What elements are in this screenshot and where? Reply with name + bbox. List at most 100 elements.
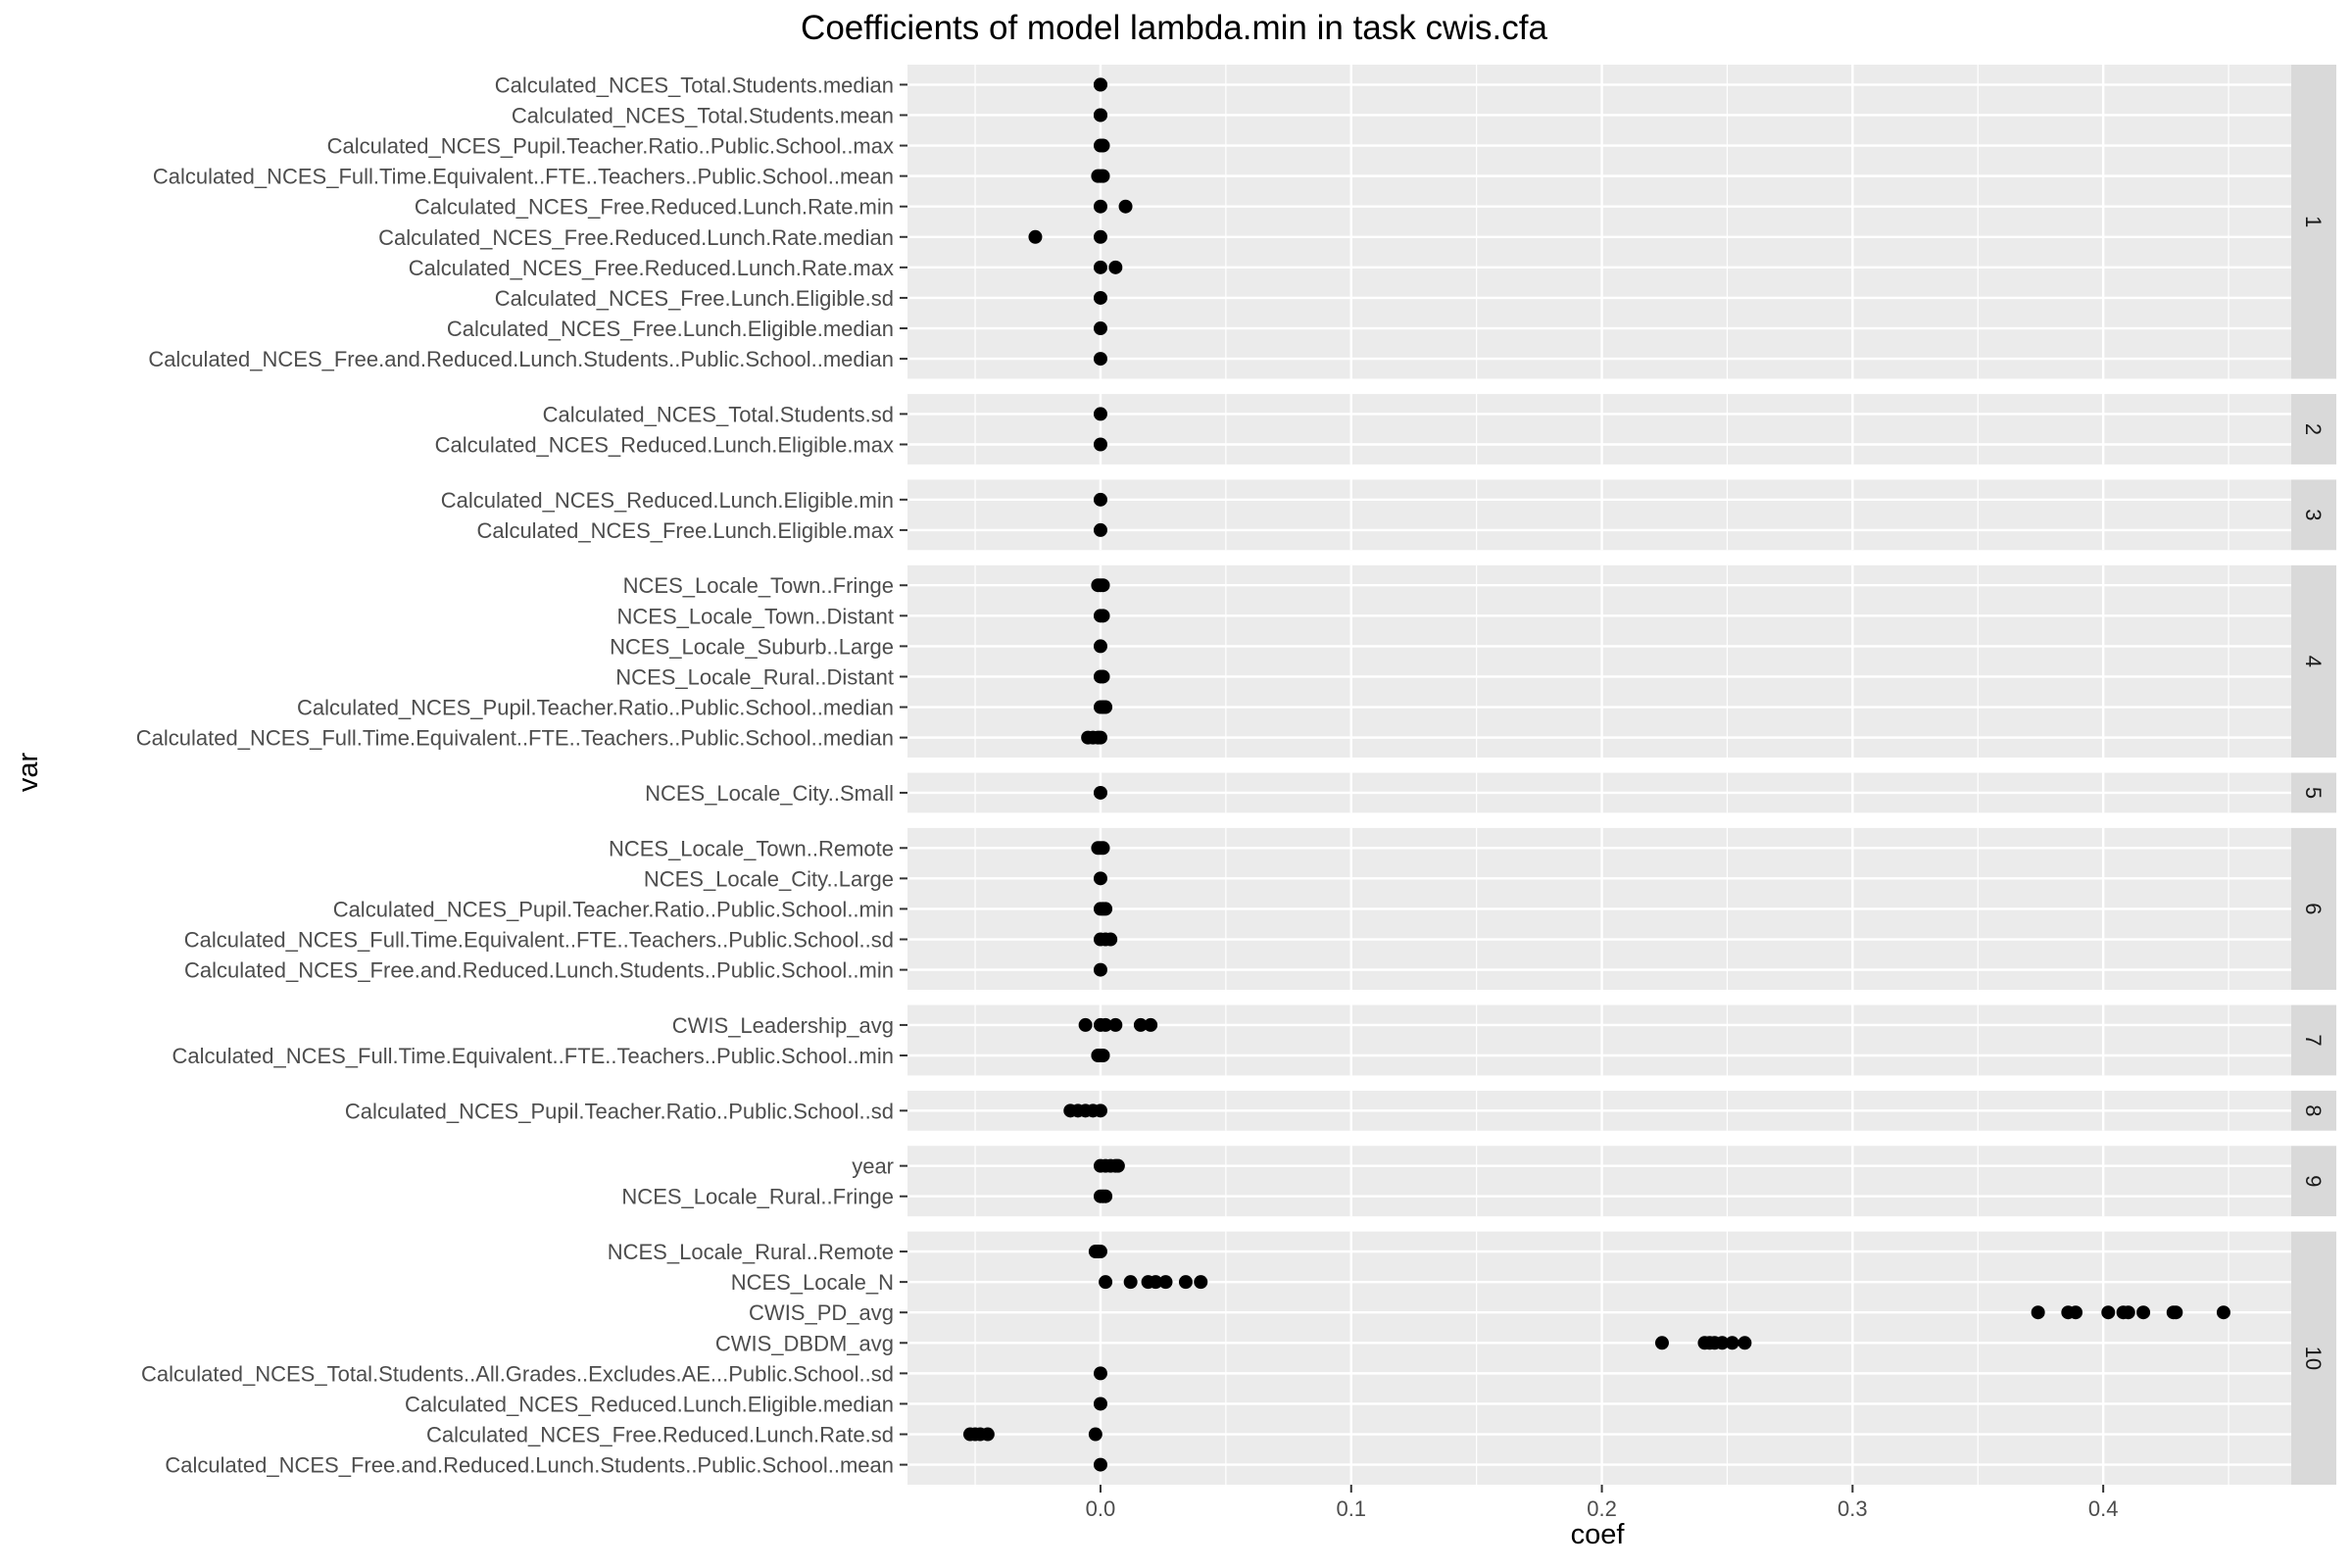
y-tick-label: Calculated_NCES_Free.Reduced.Lunch.Rate.… (426, 1423, 894, 1447)
x-axis-title: coef (1571, 1519, 1626, 1550)
facet-strip (2291, 479, 2336, 551)
y-tick-label: Calculated_NCES_Full.Time.Equivalent..FT… (136, 726, 894, 751)
data-point (1093, 522, 1107, 537)
data-point (1093, 785, 1107, 800)
data-point (1096, 1048, 1110, 1062)
data-point (1158, 1275, 1173, 1290)
facet-strip-label: 1 (2301, 216, 2326, 227)
data-point (1093, 962, 1107, 977)
data-point (980, 1427, 995, 1442)
data-point (1123, 1275, 1138, 1290)
data-point (1110, 1158, 1125, 1173)
facet-strip (2291, 1146, 2336, 1217)
facet-strip (2291, 394, 2336, 465)
data-point (1099, 902, 1113, 916)
facet-panel-6: NCES_Locale_Town..Remote NCES_Locale_City… (184, 827, 2336, 990)
facet-strip-label: 6 (2301, 903, 2326, 914)
y-tick-label: Calculated_NCES_Free.Reduced.Lunch.Rate.… (409, 256, 894, 280)
data-point (1093, 290, 1107, 305)
y-tick-label: Calculated_NCES_Full.Time.Equivalent..FT… (172, 1044, 895, 1068)
facet-panel-1: Calculated_NCES_Total.Students.median Cal… (148, 65, 2336, 379)
x-tick-label: 0.4 (2088, 1496, 2119, 1521)
y-tick-label: Calculated_NCES_Pupil.Teacher.Ratio..Pub… (297, 696, 894, 720)
panel-background (907, 1231, 2291, 1485)
y-tick-label: year (852, 1154, 894, 1179)
facet-strip-label: 3 (2301, 509, 2326, 520)
y-tick-label: NCES_Locale_City..Large (644, 866, 894, 891)
facet-strip (2291, 1090, 2336, 1131)
facet-strip (2291, 1231, 2336, 1485)
data-point (2031, 1305, 2045, 1320)
data-point (1093, 639, 1107, 654)
data-point (1149, 1275, 1163, 1290)
data-point (1093, 1103, 1107, 1118)
facet-strip (2291, 564, 2336, 759)
y-tick-label: NCES_Locale_Town..Distant (617, 604, 894, 628)
data-point (1108, 1017, 1123, 1032)
data-point (2216, 1305, 2230, 1320)
data-point (1096, 138, 1110, 153)
y-tick-label: Calculated_NCES_Free.and.Reduced.Lunch.S… (148, 347, 894, 371)
data-point (1093, 229, 1107, 244)
y-tick-label: Calculated_NCES_Pupil.Teacher.Ratio..Pub… (345, 1099, 894, 1123)
facet-panel-2: Calculated_NCES_Total.Students.sd Calcula… (435, 394, 2336, 465)
facet-strip-label: 9 (2301, 1175, 2326, 1187)
x-tick-label: 0.1 (1336, 1496, 1366, 1521)
data-point (1738, 1336, 1752, 1350)
y-tick-label: Calculated_NCES_Total.Students.mean (512, 103, 894, 127)
data-point (1194, 1275, 1208, 1290)
y-tick-label: Calculated_NCES_Total.Students.median (495, 73, 894, 97)
facet-strip-label: 10 (2301, 1347, 2326, 1370)
y-tick-label: Calculated_NCES_Free.Reduced.Lunch.Rate.… (378, 225, 894, 250)
data-point (1093, 492, 1107, 507)
panel-background (907, 479, 2291, 551)
y-tick-label: Calculated_NCES_Total.Students.sd (543, 402, 894, 426)
data-point (1093, 1396, 1107, 1411)
data-point (1093, 437, 1107, 452)
panel-background (907, 65, 2291, 379)
facet-strip (2291, 1004, 2336, 1076)
y-tick-label: Calculated_NCES_Total.Students..All.Grad… (141, 1361, 894, 1386)
data-point (2136, 1305, 2151, 1320)
data-point (1093, 77, 1107, 92)
facet-strip-label: 7 (2301, 1034, 2326, 1046)
facet-panel-7: CWIS_Leadership_avg Calculated_NCES_Full.… (172, 1004, 2336, 1076)
y-tick-label: NCES_Locale_Rural..Fringe (621, 1185, 894, 1209)
facet-panel-9: year NCES_Locale_Rural..Fringe 9 (621, 1146, 2336, 1217)
data-point (1096, 669, 1110, 684)
data-point (1099, 1275, 1113, 1290)
y-tick-label: NCES_Locale_N (731, 1270, 894, 1295)
x-axis: 0.0 0.1 0.2 0.3 0.4 (1086, 1485, 2119, 1521)
panel-background (907, 394, 2291, 465)
data-point (2101, 1305, 2116, 1320)
y-tick-label: Calculated_NCES_Reduced.Lunch.Eligible.m… (441, 488, 894, 513)
data-point (1093, 1457, 1107, 1472)
y-tick-label: Calculated_NCES_Pupil.Teacher.Ratio..Pub… (333, 897, 894, 921)
data-point (1133, 1017, 1148, 1032)
facet-strip (2291, 827, 2336, 990)
y-tick-label: Calculated_NCES_Free.Lunch.Eligible.sd (495, 286, 894, 311)
panel-background (907, 1004, 2291, 1076)
y-tick-label: NCES_Locale_Rural..Distant (615, 664, 894, 689)
data-point (1078, 1017, 1093, 1032)
y-tick-label: Calculated_NCES_Pupil.Teacher.Ratio..Pub… (327, 134, 894, 159)
y-tick-label: Calculated_NCES_Free.Reduced.Lunch.Rate.… (415, 195, 894, 220)
y-tick-label: CWIS_Leadership_avg (672, 1013, 894, 1038)
data-point (1178, 1275, 1193, 1290)
data-point (1088, 1427, 1102, 1442)
x-tick-label: 0.2 (1587, 1496, 1617, 1521)
data-point (1093, 1245, 1107, 1259)
data-point (1093, 871, 1107, 886)
data-point (1096, 578, 1110, 593)
data-point (1725, 1336, 1740, 1350)
facet-strip-label: 5 (2301, 787, 2326, 799)
data-point (1144, 1017, 1158, 1032)
y-tick-label: NCES_Locale_Town..Remote (609, 836, 894, 860)
x-tick-label: 0.3 (1838, 1496, 1868, 1521)
y-tick-label: Calculated_NCES_Reduced.Lunch.Eligible.m… (435, 433, 894, 458)
facet-panel-3: Calculated_NCES_Reduced.Lunch.Eligible.m… (441, 479, 2336, 551)
data-point (1093, 352, 1107, 367)
facet-panel-8: Calculated_NCES_Pupil.Teacher.Ratio..Pub… (345, 1090, 2336, 1131)
y-tick-label: Calculated_NCES_Reduced.Lunch.Eligible.m… (405, 1392, 894, 1416)
chart-title: Coefficients of model lambda.min in task… (801, 9, 1547, 47)
